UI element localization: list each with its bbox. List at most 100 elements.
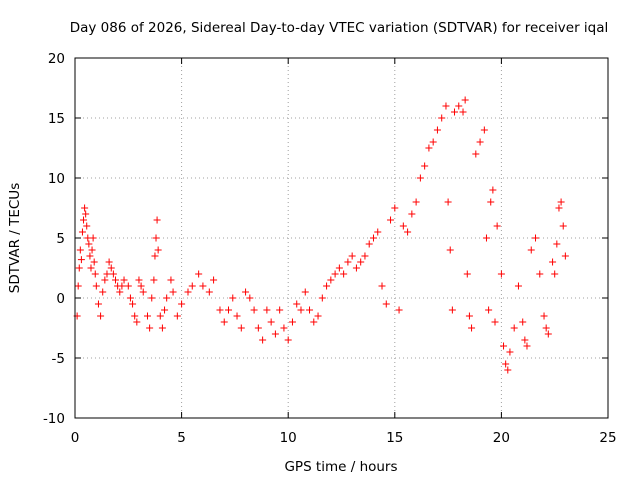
data-point	[482, 234, 490, 242]
data-point	[129, 300, 137, 308]
data-point	[276, 306, 284, 314]
data-point	[112, 276, 120, 284]
data-point	[444, 198, 452, 206]
data-point	[124, 282, 132, 290]
data-point	[143, 312, 151, 320]
data-point	[83, 222, 91, 230]
data-point	[504, 366, 512, 374]
data-point	[152, 234, 160, 242]
data-point	[559, 222, 567, 230]
data-point	[551, 270, 559, 278]
data-point	[80, 216, 88, 224]
data-point	[199, 282, 207, 290]
data-point	[314, 312, 322, 320]
data-point	[502, 360, 510, 368]
y-axis-label: SDTVAR / TECUs	[7, 183, 23, 293]
x-tick-label: 20	[493, 430, 510, 446]
data-point	[348, 252, 356, 260]
data-point	[318, 294, 326, 302]
x-tick-label: 5	[177, 430, 186, 446]
data-point	[461, 96, 469, 104]
data-point	[246, 294, 254, 302]
data-point	[344, 258, 352, 266]
data-point	[74, 282, 82, 290]
data-point	[77, 256, 85, 264]
data-point	[331, 270, 339, 278]
data-point	[306, 306, 314, 314]
data-point	[544, 330, 552, 338]
data-point	[107, 264, 115, 272]
data-point	[523, 342, 531, 350]
data-point	[126, 294, 134, 302]
data-point	[448, 306, 456, 314]
data-point	[382, 300, 390, 308]
data-point	[553, 240, 561, 248]
data-point	[404, 228, 412, 236]
data-point	[493, 222, 501, 230]
y-tick-label: 20	[48, 51, 65, 67]
x-axis-label: GPS time / hours	[284, 459, 397, 475]
data-point	[210, 276, 218, 284]
data-point	[169, 288, 177, 296]
chart-title: Day 086 of 2026, Sidereal Day-to-day VTE…	[70, 20, 609, 36]
data-point	[514, 282, 522, 290]
data-point	[263, 306, 271, 314]
data-point	[242, 288, 250, 296]
data-point	[154, 246, 162, 254]
data-point	[357, 258, 365, 266]
data-point	[237, 324, 245, 332]
x-tick-label: 0	[71, 430, 80, 446]
y-tick-label: 5	[56, 231, 65, 247]
data-point	[510, 324, 518, 332]
data-point	[459, 108, 467, 116]
data-point	[78, 228, 86, 236]
data-point	[557, 198, 565, 206]
data-point	[540, 312, 548, 320]
data-point	[365, 240, 373, 248]
data-point	[139, 288, 147, 296]
y-tick-label: 0	[56, 291, 65, 307]
x-tick-label: 25	[599, 430, 616, 446]
data-point	[158, 324, 166, 332]
data-point	[101, 276, 109, 284]
data-point	[527, 246, 535, 254]
data-point	[536, 270, 544, 278]
data-point	[87, 264, 95, 272]
data-point	[327, 276, 335, 284]
data-point	[120, 276, 128, 284]
data-point	[216, 306, 224, 314]
data-point	[335, 264, 343, 272]
data-point	[148, 294, 156, 302]
data-point	[408, 210, 416, 218]
data-point	[555, 204, 563, 212]
data-point	[153, 216, 161, 224]
data-point	[361, 252, 369, 260]
data-point	[99, 288, 107, 296]
data-point	[391, 204, 399, 212]
data-point	[267, 318, 275, 326]
data-point	[90, 258, 98, 266]
data-point	[103, 270, 111, 278]
data-point	[480, 126, 488, 134]
data-point	[323, 282, 331, 290]
data-point	[86, 252, 94, 260]
data-point	[310, 318, 318, 326]
data-point	[118, 282, 126, 290]
data-point	[220, 318, 228, 326]
data-point	[463, 270, 471, 278]
data-point	[497, 270, 505, 278]
data-point	[91, 270, 99, 278]
data-point	[450, 108, 458, 116]
data-point	[178, 300, 186, 308]
data-point	[151, 252, 159, 260]
data-point	[387, 216, 395, 224]
y-tick-label: 15	[48, 111, 65, 127]
x-tick-labels: 0 5 10 15 20 25	[71, 430, 617, 446]
data-point	[188, 282, 196, 290]
data-point	[259, 336, 267, 344]
data-point	[131, 312, 139, 320]
data-point	[284, 336, 292, 344]
data-point	[97, 312, 105, 320]
data-point	[340, 270, 348, 278]
